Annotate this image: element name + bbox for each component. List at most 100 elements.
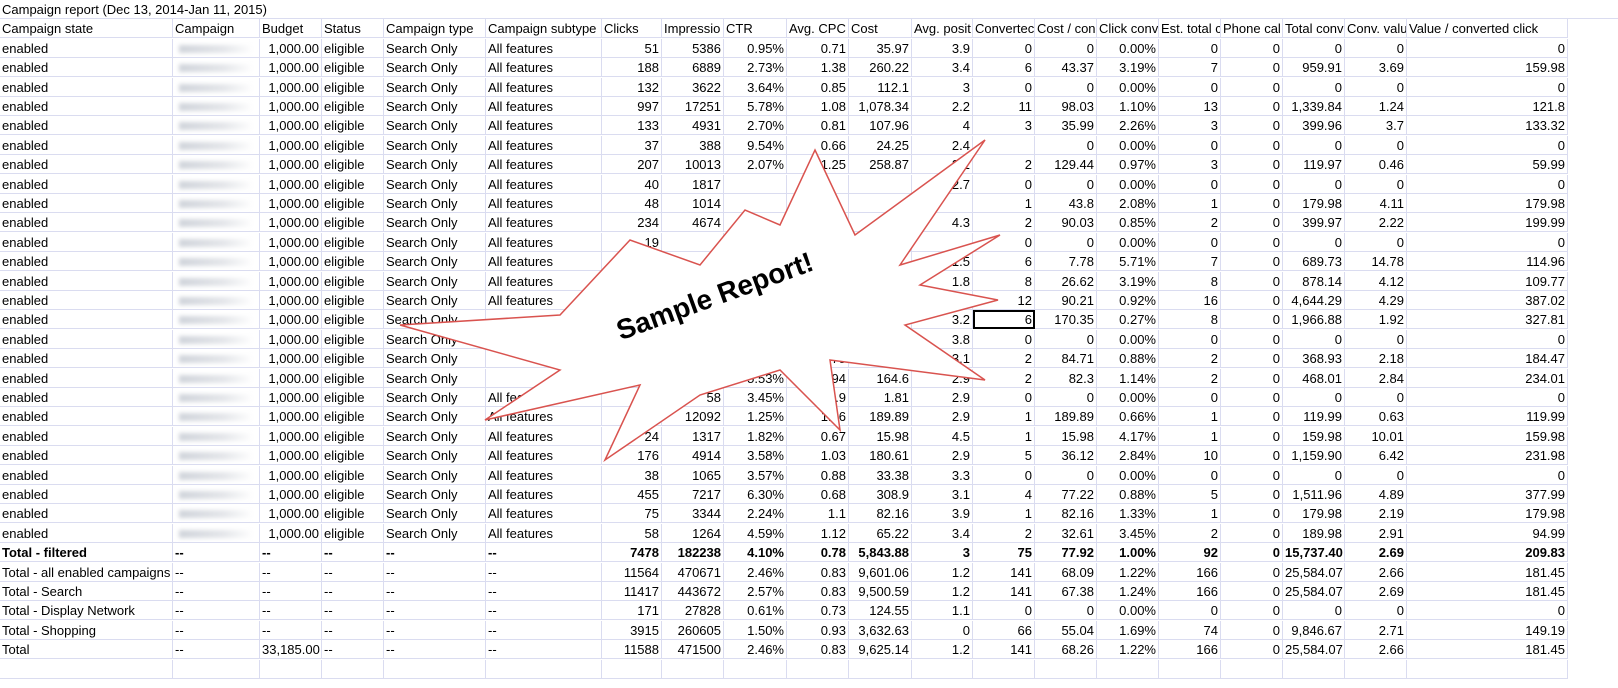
table-cell: Search Only [384, 291, 486, 310]
table-cell: 0 [1159, 135, 1221, 155]
table-cell: 179.98 [1407, 504, 1568, 524]
table-cell: 0 [1345, 601, 1407, 621]
table-cell: 2.9 [912, 388, 973, 407]
table-cell: 0.00% [1097, 601, 1159, 621]
table-cell: 189.89 [849, 407, 912, 427]
table-cell: 1,000.00 [260, 58, 322, 78]
table-cell: -- [173, 620, 260, 640]
table-cell: Search Only [384, 523, 486, 543]
table-cell: eligible [322, 388, 384, 407]
table-cell: 1.25% [724, 407, 787, 427]
table-cell: 0 [1035, 465, 1097, 485]
table-cell: 0.00% [1097, 465, 1159, 485]
table-cell: 0 [1221, 213, 1283, 233]
table-cell: 260.22 [849, 58, 912, 78]
table-cell [173, 349, 260, 369]
table-cell: 3.4 [912, 523, 973, 543]
table-cell: 1,000.00 [260, 97, 322, 116]
table-cell: eligible [322, 523, 384, 543]
table-cell: 13 [1159, 97, 1221, 116]
blurred-name [179, 316, 253, 325]
table-cell: 0 [1221, 562, 1283, 582]
column-header: Conv. valu [1345, 19, 1407, 39]
column-header: Click conv [1097, 19, 1159, 39]
table-cell: 1.1 [912, 601, 973, 621]
table-cell: 1,000.00 [260, 504, 322, 524]
table-cell: 455 [602, 485, 662, 504]
table-cell: 0 [1345, 135, 1407, 155]
table-cell: -- [322, 582, 384, 601]
table-cell: -- [486, 620, 602, 640]
table-cell: 388 [662, 135, 724, 155]
table-cell: 179.98 [1283, 194, 1345, 213]
blurred-name [179, 335, 253, 344]
table-cell: Search Only [384, 465, 486, 485]
table-cell: 2.70% [724, 116, 787, 136]
table-cell: 0 [1283, 601, 1345, 621]
table-cell: -- [260, 562, 322, 582]
table-cell: 2.91 [1345, 523, 1407, 543]
table-cell: 0.71 [787, 38, 849, 58]
table-cell: -- [260, 620, 322, 640]
table-cell: 0 [1283, 174, 1345, 194]
table-cell: 0 [1221, 426, 1283, 446]
table-cell: 189.98 [1283, 523, 1345, 543]
table-cell: 2 [1159, 349, 1221, 369]
table-cell: 166 [1159, 582, 1221, 601]
empty-cell [1221, 659, 1283, 679]
column-header: Cost [849, 19, 912, 39]
table-cell: 5.71% [1097, 252, 1159, 272]
table-cell: Total - Search [0, 582, 173, 601]
table-cell: Search Only [384, 213, 486, 233]
table-cell: -- [173, 562, 260, 582]
table-cell: 1317 [662, 426, 724, 446]
table-cell: 15.98 [849, 426, 912, 446]
table-cell: 107.96 [849, 116, 912, 136]
table-cell: Total [0, 640, 173, 660]
table-cell: 0 [1221, 77, 1283, 97]
table-cell: enabled [0, 349, 173, 369]
table-cell: 5386 [662, 38, 724, 58]
table-cell: 2.19 [1345, 504, 1407, 524]
table-cell: 4.29 [1345, 291, 1407, 310]
table-cell: 1,000.00 [260, 135, 322, 155]
column-header: Total conv [1283, 19, 1345, 39]
table-cell: 0.97% [1097, 155, 1159, 175]
table-cell: 141 [973, 582, 1035, 601]
table-cell: Search Only [384, 155, 486, 175]
column-header: Campaign state [0, 19, 173, 39]
table-cell: 2.22 [1345, 213, 1407, 233]
table-cell: 16 [1159, 291, 1221, 310]
table-cell: 1264 [662, 523, 724, 543]
table-cell: 368.93 [1283, 349, 1345, 369]
table-cell: 3622 [662, 77, 724, 97]
table-cell: enabled [0, 77, 173, 97]
table-cell: 0 [973, 329, 1035, 349]
table-cell: 1.38 [787, 58, 849, 78]
table-cell: 0.61% [724, 601, 787, 621]
table-cell: eligible [322, 174, 384, 194]
table-cell: 2.66 [1345, 562, 1407, 582]
table-cell: 3915 [602, 620, 662, 640]
table-cell: eligible [322, 116, 384, 136]
table-cell: enabled [0, 135, 173, 155]
table-cell: 3.8 [912, 329, 973, 349]
table-cell: 0 [1035, 174, 1097, 194]
table-cell: enabled [0, 271, 173, 291]
table-cell: enabled [0, 174, 173, 194]
table-cell: 166 [1159, 562, 1221, 582]
table-cell: 1 [1159, 426, 1221, 446]
table-cell: 82.16 [1035, 504, 1097, 524]
table-cell [173, 174, 260, 194]
table-cell: 1,000.00 [260, 368, 322, 388]
table-cell: 1,000.00 [260, 232, 322, 252]
table-cell: Search Only [384, 174, 486, 194]
table-cell: 10013 [662, 155, 724, 175]
table-cell: 2.2 [912, 97, 973, 116]
table-cell: -- [384, 620, 486, 640]
table-cell: 179.98 [1407, 194, 1568, 213]
table-cell: 327.81 [1407, 310, 1568, 330]
table-cell [173, 291, 260, 310]
table-cell: 1014 [662, 194, 724, 213]
table-cell: All features [486, 155, 602, 175]
